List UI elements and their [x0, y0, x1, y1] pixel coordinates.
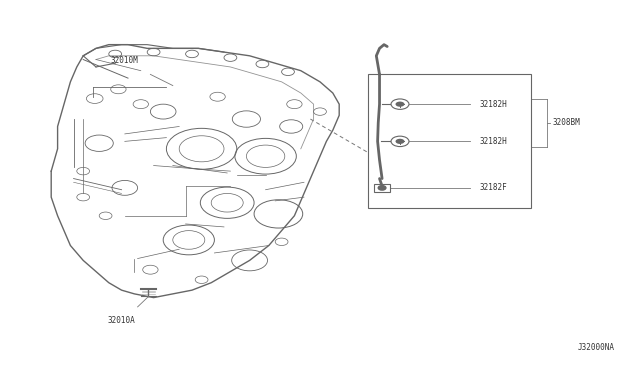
Text: 32182H: 32182H — [480, 137, 508, 146]
Circle shape — [396, 139, 404, 144]
Circle shape — [391, 136, 409, 147]
Circle shape — [396, 102, 404, 107]
Circle shape — [378, 186, 386, 190]
Text: 32010M: 32010M — [111, 56, 139, 65]
Text: J32000NA: J32000NA — [577, 343, 614, 352]
Text: 32182F: 32182F — [480, 183, 508, 192]
Text: 3208BM: 3208BM — [552, 118, 580, 127]
Bar — [368, 74, 531, 208]
Text: 32182H: 32182H — [480, 100, 508, 109]
Text: 32010A: 32010A — [108, 316, 136, 325]
Circle shape — [391, 99, 409, 109]
Bar — [374, 184, 390, 192]
